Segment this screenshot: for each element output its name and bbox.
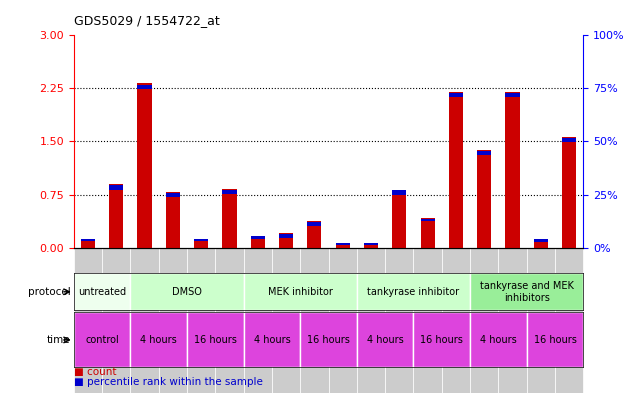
Bar — [470, 273, 583, 310]
Bar — [336, 243, 350, 248]
Bar — [413, 248, 442, 393]
Bar — [187, 248, 215, 393]
Bar — [449, 93, 463, 97]
Text: 4 hours: 4 hours — [480, 335, 517, 345]
Bar — [194, 239, 208, 241]
Bar — [109, 184, 123, 248]
Text: MEK inhibitor: MEK inhibitor — [268, 287, 333, 297]
Bar — [470, 312, 527, 367]
Text: ■ percentile rank within the sample: ■ percentile rank within the sample — [74, 377, 263, 387]
Bar — [272, 248, 300, 393]
Text: 16 hours: 16 hours — [420, 335, 463, 345]
Bar — [534, 239, 548, 242]
Text: ■ count: ■ count — [74, 367, 116, 377]
Bar — [307, 221, 321, 248]
Text: tankyrase and MEK
inhibitors: tankyrase and MEK inhibitors — [479, 281, 574, 303]
Bar — [392, 190, 406, 195]
Bar — [81, 239, 95, 248]
Bar — [357, 248, 385, 393]
Bar — [392, 189, 406, 248]
Bar — [499, 248, 527, 393]
Text: 16 hours: 16 hours — [533, 335, 576, 345]
Bar — [506, 92, 520, 248]
Bar — [336, 243, 350, 246]
Text: control: control — [85, 335, 119, 345]
Bar — [166, 193, 180, 248]
Bar — [102, 248, 130, 393]
Bar — [534, 239, 548, 248]
Bar — [477, 151, 491, 155]
Text: DMSO: DMSO — [172, 287, 202, 297]
Bar — [222, 189, 237, 194]
Bar — [562, 137, 576, 248]
Bar — [244, 248, 272, 393]
Bar — [449, 92, 463, 248]
Bar — [420, 218, 435, 248]
Bar — [329, 248, 357, 393]
Bar — [251, 236, 265, 239]
Bar — [307, 222, 321, 226]
Bar — [74, 312, 130, 367]
Bar — [130, 312, 187, 367]
Bar — [300, 248, 329, 393]
Bar — [357, 273, 470, 310]
Bar — [279, 233, 293, 248]
Bar — [470, 248, 499, 393]
Bar — [357, 312, 413, 367]
Bar — [562, 138, 576, 142]
Bar — [159, 248, 187, 393]
Bar — [506, 93, 520, 97]
Text: untreated: untreated — [78, 287, 126, 297]
Text: 4 hours: 4 hours — [367, 335, 403, 345]
Bar — [527, 248, 555, 393]
Bar — [130, 273, 244, 310]
Bar — [74, 273, 130, 310]
Bar — [137, 83, 151, 248]
Bar — [279, 234, 293, 238]
Bar — [364, 243, 378, 246]
Bar — [244, 273, 357, 310]
Bar — [420, 219, 435, 221]
Bar — [442, 248, 470, 393]
Bar — [527, 312, 583, 367]
Bar — [555, 248, 583, 393]
Text: 4 hours: 4 hours — [254, 335, 290, 345]
Text: time: time — [47, 335, 71, 345]
Bar — [385, 248, 413, 393]
Text: 16 hours: 16 hours — [194, 335, 237, 345]
Text: 4 hours: 4 hours — [140, 335, 177, 345]
Text: GDS5029 / 1554722_at: GDS5029 / 1554722_at — [74, 15, 219, 28]
Text: 16 hours: 16 hours — [307, 335, 350, 345]
Text: tankyrase inhibitor: tankyrase inhibitor — [367, 287, 460, 297]
Bar — [477, 150, 491, 248]
Bar — [81, 239, 95, 241]
Bar — [251, 235, 265, 248]
Bar — [413, 312, 470, 367]
Bar — [300, 312, 357, 367]
Text: protocol: protocol — [28, 287, 71, 297]
Bar — [222, 189, 237, 248]
Bar — [187, 312, 244, 367]
Bar — [74, 248, 102, 393]
Bar — [194, 239, 208, 248]
Bar — [364, 243, 378, 248]
Bar — [166, 193, 180, 197]
Bar — [137, 85, 151, 89]
Bar — [109, 185, 123, 189]
Bar — [244, 312, 300, 367]
Bar — [130, 248, 159, 393]
Bar — [215, 248, 244, 393]
